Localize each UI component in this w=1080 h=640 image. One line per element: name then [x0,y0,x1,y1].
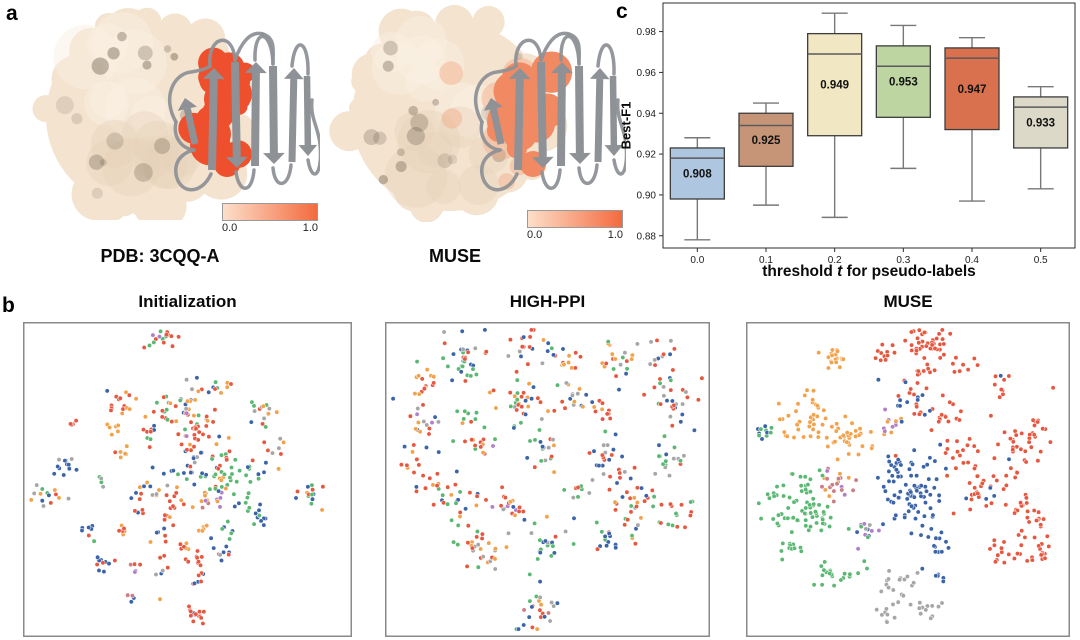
colorbar-left-gradient [222,203,318,221]
svg-text:0.92: 0.92 [637,150,657,161]
svg-text:0.90: 0.90 [637,190,657,201]
caption-muse-render: MUSE [428,246,481,266]
scatter-title-high-ppi: HIGH-PPI [509,292,586,311]
boxplot-xlabel-suffix: for pseudo-labels [846,263,976,280]
svg-text:0.88: 0.88 [637,231,657,242]
protein-render-pdb-3cqq-a [32,7,320,220]
panel-label-c: c [616,0,628,23]
svg-text:0.947: 0.947 [958,84,987,96]
colorbar-left-min-label: 0.0 [222,222,238,234]
caption-pdb-3cqq-a: PDB: 3CQQ-A [100,246,220,266]
panel-label-b: b [2,294,15,317]
svg-text:0.2: 0.2 [828,255,842,264]
svg-text:0.1: 0.1 [759,255,773,264]
svg-text:0.949: 0.949 [820,80,849,92]
boxplot-xlabel: threshold t for pseudo-labels [663,263,1075,281]
colorbar-right: 0.0 1.0 [527,210,623,241]
svg-text:0.96: 0.96 [637,68,657,79]
colorbar-right-max-label: 1.0 [607,229,623,241]
svg-text:0.4: 0.4 [965,255,979,264]
scatter-plot-initialization [23,322,352,637]
svg-text:0.98: 0.98 [637,27,657,38]
scatter-plot-muse [746,322,1070,637]
svg-text:0.953: 0.953 [889,77,918,89]
boxplot-xlabel-prefix: threshold [762,263,833,280]
svg-text:0.5: 0.5 [1034,255,1048,264]
panel-label-a: a [6,2,18,25]
colorbar-left: 0.0 1.0 [222,203,318,234]
svg-text:0.94: 0.94 [637,109,657,120]
colorbar-right-gradient [527,210,623,228]
svg-text:0.925: 0.925 [752,135,781,147]
svg-text:0.3: 0.3 [896,255,910,264]
boxplot-xlabel-italic-t: t [837,263,843,280]
scatter-plot-high-ppi [385,322,710,637]
colorbar-right-min-label: 0.0 [527,229,543,241]
colorbar-left-max-label: 1.0 [302,222,318,234]
scatter-title-muse: MUSE [883,292,933,311]
protein-render-muse [329,4,626,222]
svg-text:0.933: 0.933 [1026,117,1055,129]
scatter-title-initialization: Initialization [138,292,237,311]
svg-text:0.908: 0.908 [683,168,712,180]
boxplot-best-f1: 0.88 0.90 0.92 0.94 0.96 0.98 0.908 0.0 0.925 0.1… [637,2,1076,264]
svg-text:0.0: 0.0 [690,255,704,264]
